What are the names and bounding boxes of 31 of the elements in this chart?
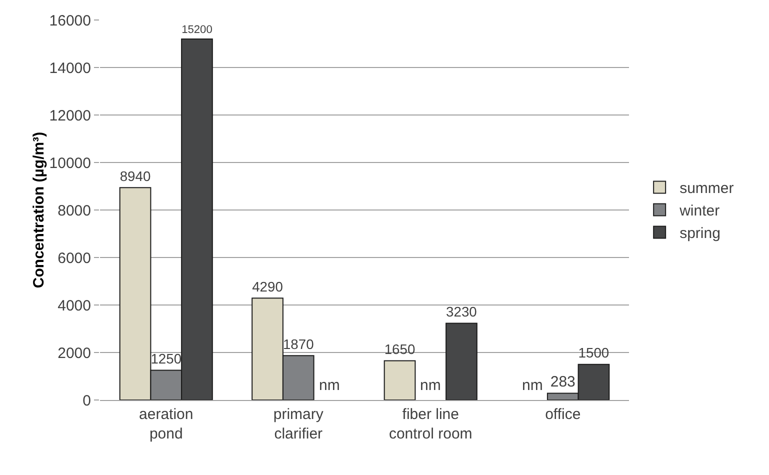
- data-label: 8940: [120, 168, 151, 184]
- data-label: 283: [550, 373, 576, 390]
- y-tick-label: 16000: [49, 12, 91, 30]
- data-label: 1250: [150, 350, 182, 367]
- y-tick-label: 6000: [58, 250, 91, 267]
- data-label: 3230: [446, 304, 478, 320]
- text: nm: [319, 377, 340, 394]
- x-tick-label: fiber line control room: [388, 406, 472, 442]
- legend-label: spring: [680, 225, 720, 242]
- bar: [446, 322, 478, 400]
- x-tick-label: office: [545, 406, 581, 423]
- y-tick-label: 4000: [58, 297, 91, 314]
- y-tick-label: 8000: [58, 202, 91, 220]
- y-axis-title: Concentration (µg/m³): [30, 132, 48, 288]
- x-tick-label: aeration pond: [139, 406, 194, 442]
- data-label: 15200: [182, 24, 212, 36]
- y-tick-label: 14000: [49, 60, 91, 77]
- data-label: 1870: [282, 336, 314, 352]
- y-tick-label: 10000: [49, 154, 91, 172]
- x-tick-label: primary clarifier: [273, 406, 324, 442]
- data-label: 4290: [252, 278, 284, 294]
- data-label: 1650: [384, 341, 416, 358]
- legend-label: summer: [680, 180, 734, 198]
- y-tick-label: 12000: [49, 107, 91, 124]
- bar: [384, 360, 416, 400]
- data-label: 1500: [578, 344, 610, 361]
- legend-label: winter: [678, 202, 720, 220]
- text: nm: [522, 377, 543, 394]
- y-tick-label: 2000: [58, 344, 91, 362]
- text: nm: [420, 377, 441, 394]
- y-tick-label: 0: [82, 392, 91, 410]
